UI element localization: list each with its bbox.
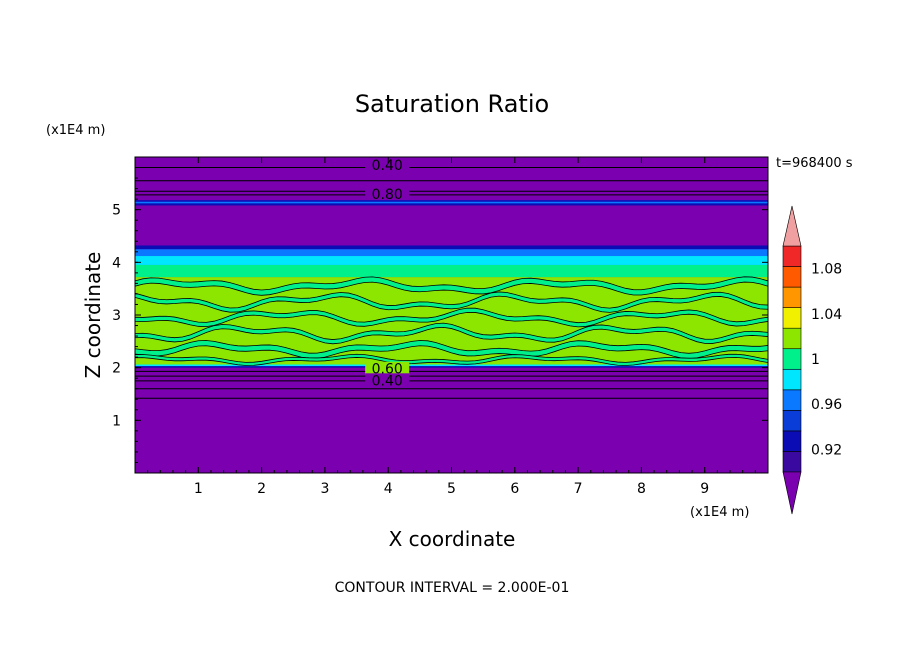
x-tick-label: 6 (510, 481, 519, 497)
plot-area: 0.400.800.600.40 (135, 157, 768, 473)
x-tick-label: 7 (574, 481, 583, 497)
colorbar: 1.08 1.04 1 0.96 0.92 (782, 205, 842, 515)
band-dark-blue (135, 245, 768, 250)
patch-mid-2 (135, 307, 768, 328)
colorbar-swatch (782, 307, 802, 329)
contour-label-bg (365, 361, 410, 375)
colorbar-swatch (782, 430, 802, 452)
patch-low-2 (135, 340, 768, 359)
colorbar-under-arrow (782, 471, 802, 515)
colorbar-label: 0.96 (811, 397, 842, 413)
x-tick-label: 9 (700, 481, 709, 497)
x-tick-label: 4 (384, 481, 393, 497)
x-unit-label: (x1E4 m) (690, 505, 749, 520)
colorbar-label: 0.92 (811, 442, 842, 458)
x-tick-label: 3 (320, 481, 329, 497)
contour-label-bg (365, 186, 410, 200)
x-axis-label: X coordinate (389, 527, 516, 551)
colorbar-swatch (782, 389, 802, 411)
colorbar-swatch (782, 368, 802, 391)
patch-low-1 (135, 322, 768, 345)
band-upper-green (135, 264, 768, 278)
colorbar-over-arrow (782, 205, 802, 247)
contour-label-bg (365, 157, 410, 171)
x-tick-label: 8 (637, 481, 646, 497)
chart-title: Saturation Ratio (355, 90, 549, 118)
y-axis-label: Z coordinate (81, 252, 105, 379)
patch-base (135, 353, 768, 366)
y-tick-label: 5 (112, 203, 121, 219)
y-axis: 1 2 3 4 5 (112, 167, 768, 463)
x-axis: 1 2 3 4 5 6 7 8 9 (147, 157, 769, 497)
contour-label: 0.80 (372, 187, 403, 203)
band-blue (135, 249, 768, 257)
x-tick-label: 1 (194, 481, 203, 497)
colorbar-swatch (782, 266, 802, 288)
time-label: t=968400 s (776, 156, 853, 171)
x-tick-label: 5 (447, 481, 456, 497)
colorbar-label: 1 (811, 352, 820, 368)
band-cloud-bottom-edge (135, 366, 768, 368)
colorbar-label: 1.04 (811, 307, 842, 323)
y-unit-label: (x1E4 m) (46, 123, 105, 138)
colorbar-swatch (782, 245, 802, 267)
band-cloud-base (135, 364, 768, 367)
y-tick-label: 3 (112, 308, 121, 324)
colorbar-label: 1.08 (811, 262, 842, 278)
band-thin-upper-core (135, 201, 768, 204)
colorbar-swatch (782, 451, 802, 473)
band-cyan (135, 256, 768, 265)
colorbar-swatch (782, 286, 802, 308)
y-tick-label: 1 (112, 413, 121, 429)
y-tick-label: 2 (112, 361, 121, 377)
colorbar-swatch (782, 327, 802, 350)
contour-label: 0.40 (372, 373, 403, 389)
contour-label-bg (365, 373, 410, 387)
colorbar-swatch (782, 410, 802, 432)
x-tick-label: 2 (257, 481, 266, 497)
patch-upper-1 (135, 276, 768, 296)
colorbar-swatch (782, 348, 802, 370)
y-tick-label: 4 (112, 255, 121, 271)
patch-mid-1 (135, 291, 768, 313)
contour-label: 0.40 (372, 158, 403, 174)
footer-text: CONTOUR INTERVAL = 2.000E-01 (335, 580, 570, 596)
